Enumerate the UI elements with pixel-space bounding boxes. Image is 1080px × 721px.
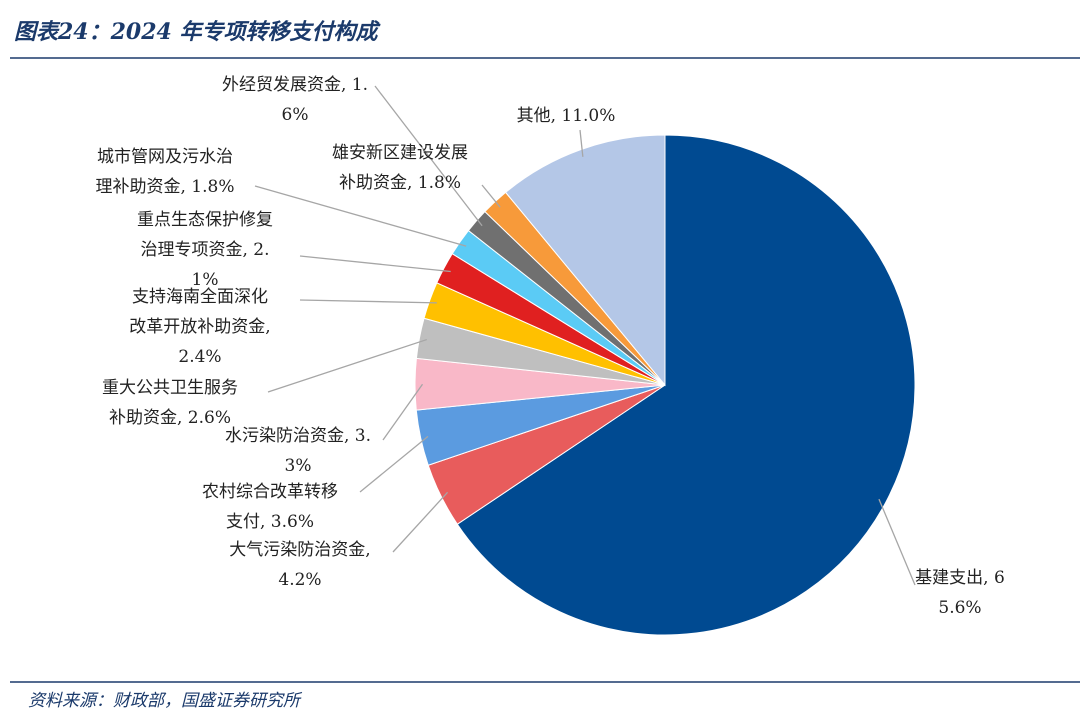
slice-label: 重大公共卫生服务补助资金, 2.6% (95, 373, 245, 433)
leader-line (359, 435, 429, 493)
chart-title: 图表24：2024 年专项转移支付构成 (14, 19, 378, 45)
value-label: 4.2% (278, 570, 322, 590)
slice-label: 大气污染防治资金, 4.2% (225, 535, 375, 595)
category-label: 重大公共卫生服务补助资金, (102, 378, 238, 428)
value-label: 1.6% (281, 75, 369, 125)
leader-line (299, 255, 451, 273)
category-label: 农村综合改革转移支付, (202, 482, 338, 532)
category-label: 大气污染防治资金, (229, 540, 371, 560)
leader-line (299, 299, 437, 304)
pie-slice (504, 134, 666, 387)
category-label: 重点生态保护修复治理专项资金, (137, 210, 273, 260)
category-label: 支持海南全面深化改革开放补助资金, (129, 287, 271, 337)
slice-label: 重点生态保护修复治理专项资金, 2.1% (130, 205, 280, 295)
category-label: 雄安新区建设发展补助资金, (332, 143, 468, 193)
slice-label: 外经贸发展资金, 1.6% (220, 70, 370, 130)
slice-label: 水污染防治资金, 3.3% (223, 421, 373, 481)
leader-line (878, 498, 916, 586)
slice-label: 农村综合改革转移支付, 3.6% (195, 477, 345, 537)
leader-line (579, 129, 584, 157)
value-label: 2.1% (191, 240, 270, 290)
value-label: 1.8% (191, 177, 235, 197)
slice-label: 基建支出, 65.6% (913, 563, 1008, 623)
leader-line (392, 491, 449, 553)
category-label: 其他, (516, 106, 556, 126)
pie-slice (456, 134, 916, 636)
value-label: 2.6% (187, 408, 231, 428)
value-label: 65.6% (938, 568, 1005, 618)
category-label: 基建支出, (915, 568, 989, 588)
value-label: 1.8% (417, 173, 461, 193)
slice-label: 其他, 11.0% (491, 101, 641, 131)
slice-label: 支持海南全面深化改革开放补助资金, 2.4% (125, 282, 275, 372)
source-note: 资料来源：财政部，国盛证券研究所 (28, 691, 300, 711)
leader-line (267, 338, 427, 393)
leader-line (254, 185, 467, 247)
slice-label: 城市管网及污水治理补助资金, 1.8% (90, 142, 240, 202)
value-label: 2.4% (178, 347, 222, 367)
value-label: 3.6% (270, 512, 314, 532)
category-label: 水污染防治资金, (224, 426, 350, 446)
slice-label: 雄安新区建设发展补助资金, 1.8% (325, 138, 475, 198)
value-label: 11.0% (561, 106, 616, 126)
category-label: 外经贸发展资金, (221, 75, 347, 95)
leader-line (481, 184, 501, 208)
leader-line (374, 85, 483, 227)
leader-line (382, 383, 424, 441)
category-label: 城市管网及污水治理补助资金, (95, 147, 233, 197)
value-label: 3.3% (284, 426, 372, 476)
